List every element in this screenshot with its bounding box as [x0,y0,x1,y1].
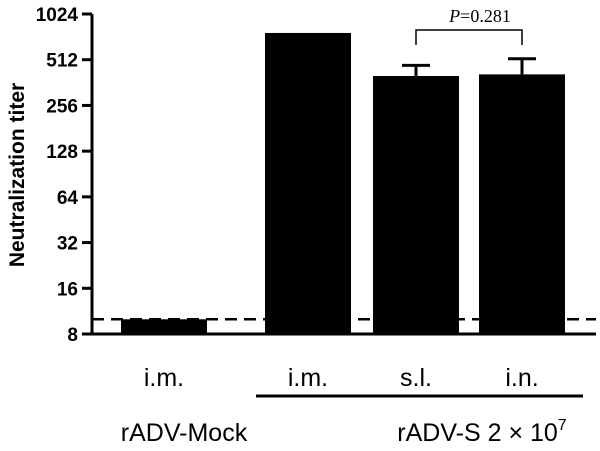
p-value-label: P=0.281 [448,6,511,26]
x-category-label: i.m. [144,364,184,392]
y-tick-label: 16 [57,279,78,300]
bar [479,74,565,334]
x-axis: i.m. i.m. s.l. i.n. [92,332,596,398]
y-tick-label: 32 [57,234,78,255]
p-symbol: P [448,6,460,26]
bar [121,319,207,334]
significance-bracket [415,29,523,45]
y-axis-label: Neutralization titer [6,83,29,267]
y-tick-label: 256 [46,96,78,117]
y-tick-label: 128 [46,142,78,163]
group-label-rADV-S-exponent: 7 [558,417,567,434]
x-category-label: i.m. [288,364,328,392]
bar [265,32,351,334]
bar [373,75,459,334]
x-category-label: i.n. [505,364,538,392]
group-label-rADV-S: rADV-S 2 × 107 [397,417,567,447]
p-value: =0.281 [460,6,511,26]
y-tick-label: 1024 [36,5,79,26]
group-label-mock: rADV-Mock [121,419,248,447]
error-bars [402,57,536,76]
group-label-rADV-S-text: rADV-S 2 × 10 [397,419,558,447]
y-tick-label: 512 [46,51,78,72]
y-axis: 8 16 32 64 128 256 512 1024 [36,5,94,346]
y-tick-label: 64 [57,188,79,209]
significance-annotation [415,29,523,45]
y-tick-label: 8 [67,325,78,346]
x-category-label: s.l. [400,364,432,392]
bars [92,32,596,334]
